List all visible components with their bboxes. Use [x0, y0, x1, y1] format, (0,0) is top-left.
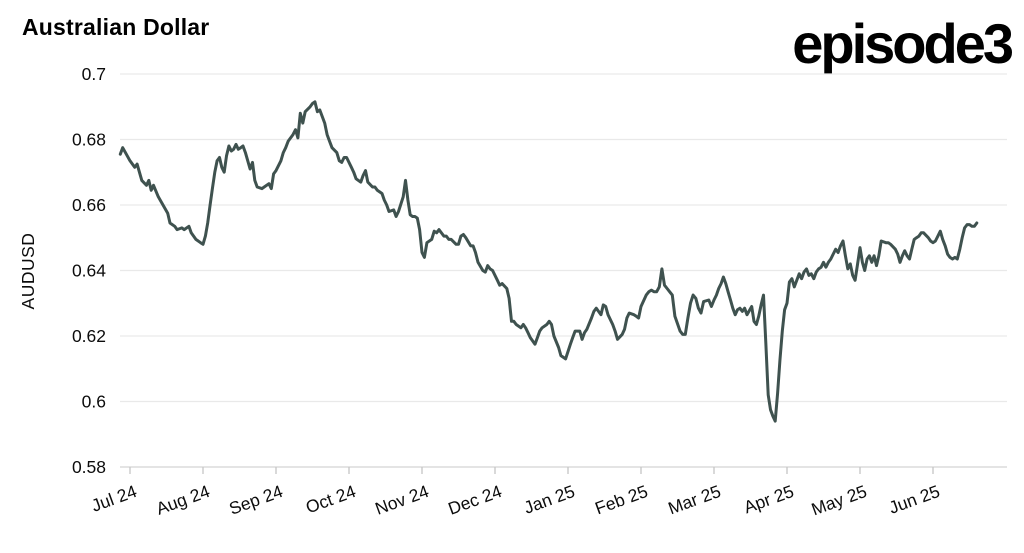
y-tick-label: 0.7: [82, 64, 106, 84]
x-tick-label: Jan 25: [521, 481, 577, 518]
x-tick-labels: Jul 24 Aug 24 Sep 24 Oct 24 Nov 24 Dec 24 Jan …: [89, 481, 943, 520]
audusd-series-line: [118, 100, 979, 423]
x-tick-label: Nov 24: [372, 481, 431, 519]
y-tick-label: 0.68: [72, 130, 106, 150]
page-title: Australian Dollar: [22, 14, 210, 40]
y-tick-labels: 0.7 0.68 0.66 0.64 0.62 0.6 0.58: [72, 64, 106, 477]
x-axis: [120, 466, 1007, 474]
x-tick-label: Apr 25: [741, 481, 796, 517]
y-tick-label: 0.58: [72, 457, 106, 477]
y-tick-label: 0.6: [82, 392, 106, 412]
gridlines: [120, 73, 1007, 468]
y-tick-label: 0.62: [72, 326, 106, 346]
y-tick-label: 0.64: [72, 261, 106, 281]
x-tick-label: Aug 24: [153, 481, 212, 519]
x-tick-label: Sep 24: [226, 481, 285, 519]
x-tick-label: Feb 25: [592, 481, 650, 518]
x-tick-label: May 25: [809, 481, 870, 519]
y-tick-label: 0.66: [72, 195, 106, 215]
y-axis-title: AUDUSD: [18, 233, 38, 310]
x-tick-label: Jul 24: [89, 481, 140, 516]
episode3-logo: episode3: [792, 12, 1014, 75]
series-group: [118, 100, 979, 423]
x-tick-label: Dec 24: [445, 481, 504, 519]
x-tick-label: Mar 25: [665, 481, 723, 518]
x-tick-label: Jun 25: [886, 481, 942, 518]
x-tick-label: Oct 24: [303, 481, 359, 518]
